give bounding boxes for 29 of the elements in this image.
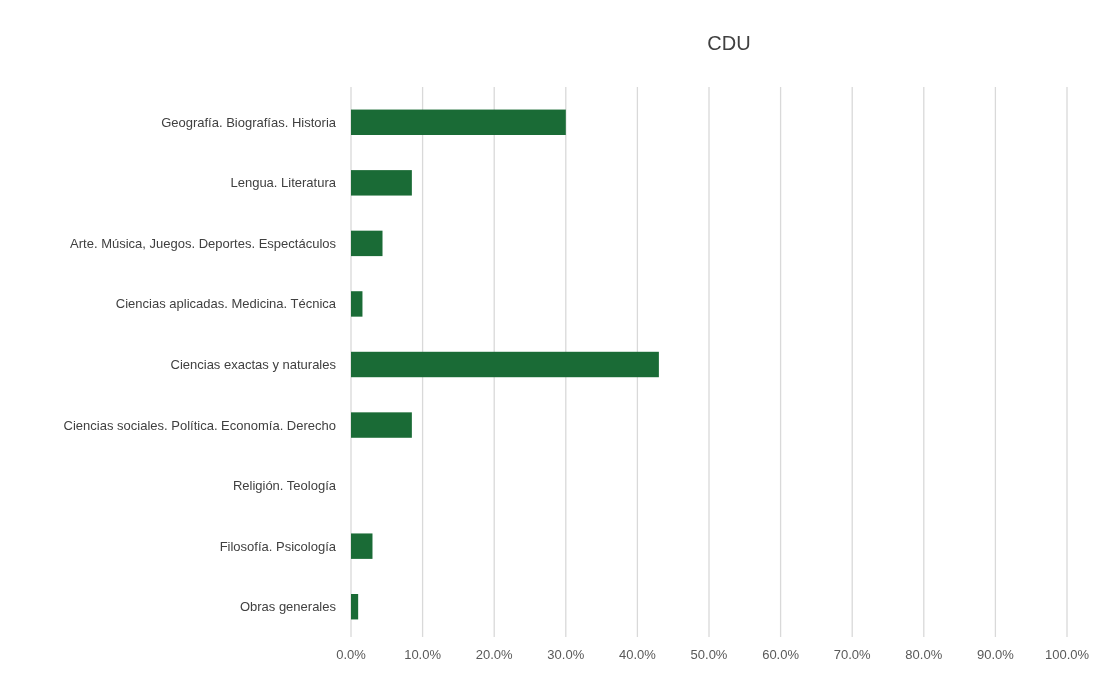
y-tick-label: Ciencias exactas y naturales xyxy=(170,357,337,373)
bar xyxy=(351,594,359,620)
x-tick-label: 10.0% xyxy=(404,647,442,662)
bar xyxy=(351,412,412,438)
x-tick-label: 100.0% xyxy=(1044,647,1090,662)
x-tick-label: 40.0% xyxy=(618,647,657,662)
y-tick-label: Arte. Música, Juegos. Deportes. Espectáculos xyxy=(70,235,337,251)
y-tick-label: Geografía. Biografías. Historia xyxy=(161,114,337,130)
bar xyxy=(351,170,412,196)
y-tick-label: Religión. Teología xyxy=(232,478,337,494)
x-tick-label: 80.0% xyxy=(905,647,943,662)
y-tick-label: Lengua. Literatura xyxy=(230,175,337,191)
bar xyxy=(351,109,566,135)
bar xyxy=(351,351,659,378)
y-tick-label: Filosofía. Psicología xyxy=(219,538,337,554)
x-tick-label: 30.0% xyxy=(547,647,585,662)
x-tick-label: 70.0% xyxy=(833,647,872,662)
bar xyxy=(351,230,383,257)
chart-title: CDU xyxy=(707,32,751,54)
x-tick-label: 50.0% xyxy=(690,647,728,662)
x-tick-label: 90.0% xyxy=(976,647,1015,662)
y-tick-label: Ciencias aplicadas. Medicina. Técnica xyxy=(115,296,337,312)
y-tick-label: Ciencias sociales. Política. Economía. Derecho xyxy=(63,417,336,433)
bar xyxy=(351,533,373,559)
bar xyxy=(351,291,363,317)
y-tick-label: Obras generales xyxy=(239,599,337,615)
x-tick-label: 20.0% xyxy=(475,647,514,662)
x-tick-label: 0.0% xyxy=(336,647,367,662)
x-tick-label: 60.0% xyxy=(762,647,800,662)
